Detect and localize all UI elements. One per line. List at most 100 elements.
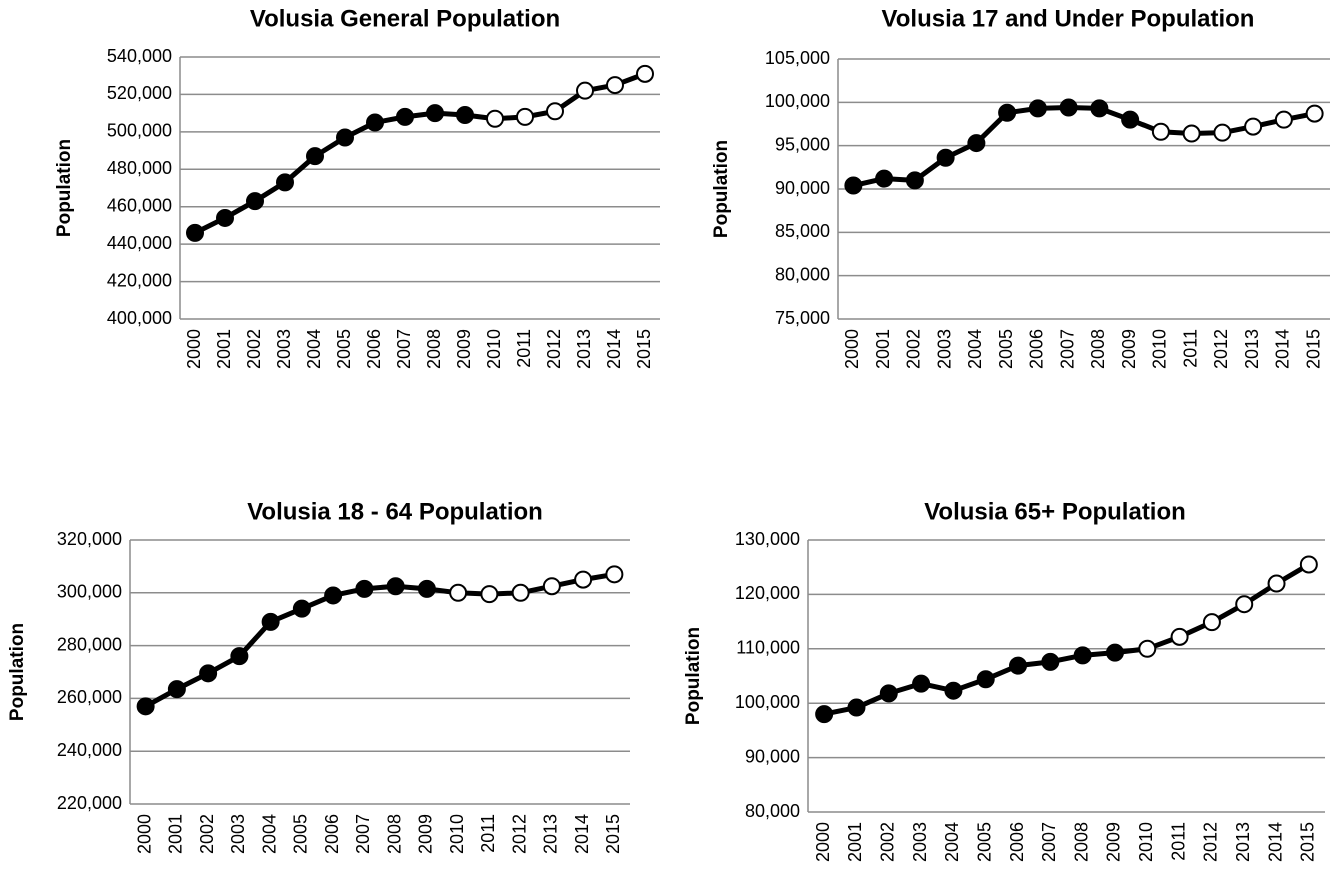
- x-tick-label: 2008: [1088, 329, 1108, 369]
- y-tick-label: 440,000: [107, 233, 172, 253]
- data-point: [456, 106, 474, 125]
- chart-title: Volusia 17 and Under Population: [882, 5, 1255, 32]
- data-point: [1202, 613, 1221, 632]
- data-point: [875, 169, 894, 188]
- chart-title: Volusia 65+ Population: [924, 498, 1186, 525]
- data-point: [1170, 627, 1189, 646]
- data-point: [1073, 646, 1092, 665]
- data-point: [516, 107, 534, 126]
- data-point: [486, 109, 504, 128]
- x-tick-label: 2011: [1168, 822, 1188, 861]
- x-tick-label: 2015: [603, 814, 623, 854]
- data-point: [366, 113, 384, 132]
- x-tick-label: 2004: [304, 329, 324, 369]
- data-point: [292, 599, 311, 618]
- x-tick-label: 2011: [1180, 329, 1200, 368]
- data-point: [1059, 98, 1078, 117]
- x-tick-label: 2003: [228, 814, 248, 854]
- x-tick-label: 2002: [197, 814, 217, 854]
- data-point: [1244, 117, 1263, 136]
- x-tick-label: 2008: [424, 329, 444, 369]
- chart-title: Volusia 18 - 64 Population: [247, 498, 543, 525]
- x-tick-label: 2003: [934, 329, 954, 369]
- x-tick-label: 2001: [214, 329, 234, 369]
- y-tick-label: 400,000: [107, 308, 172, 328]
- data-point: [605, 565, 624, 584]
- x-tick-label: 2015: [634, 329, 654, 369]
- y-axis-label: Population: [683, 627, 704, 725]
- y-tick-label: 220,000: [57, 793, 122, 813]
- data-point: [230, 647, 249, 666]
- x-tick-label: 2008: [384, 814, 404, 854]
- data-point: [396, 107, 414, 126]
- data-point: [355, 579, 374, 598]
- data-point: [1274, 110, 1293, 129]
- x-tick-label: 2005: [291, 814, 311, 854]
- y-tick-label: 75,000: [775, 308, 830, 328]
- x-tick-label: 2013: [574, 329, 594, 369]
- data-point: [967, 134, 986, 153]
- x-tick-label: 2001: [845, 822, 865, 862]
- x-tick-label: 2003: [274, 329, 294, 369]
- data-point: [199, 664, 218, 683]
- x-tick-label: 2005: [996, 329, 1016, 369]
- y-tick-label: 95,000: [775, 134, 830, 154]
- series-line: [852, 105, 1316, 188]
- y-tick-label: 260,000: [57, 687, 122, 707]
- y-tick-label: 80,000: [745, 801, 800, 821]
- data-point: [386, 577, 405, 596]
- data-point: [480, 585, 499, 604]
- x-tick-label: 2013: [1242, 329, 1262, 369]
- x-tick-label: 2014: [1273, 329, 1293, 369]
- x-tick-label: 2009: [416, 814, 436, 854]
- y-axis-label: Population: [711, 140, 732, 238]
- data-point: [542, 577, 561, 596]
- x-tick-label: 2006: [1007, 822, 1027, 862]
- y-tick-label: 300,000: [57, 582, 122, 602]
- data-point: [1041, 652, 1060, 671]
- data-point: [186, 223, 204, 242]
- data-point: [306, 147, 324, 166]
- x-tick-label: 2010: [447, 814, 467, 854]
- data-point: [815, 705, 834, 724]
- data-point: [1299, 555, 1318, 574]
- x-tick-label: 2014: [604, 329, 624, 369]
- x-tick-label: 2012: [1201, 822, 1221, 862]
- y-tick-label: 280,000: [57, 634, 122, 654]
- data-point: [449, 583, 468, 602]
- data-point: [546, 102, 564, 121]
- data-point: [1028, 99, 1047, 118]
- x-tick-label: 2000: [813, 822, 833, 862]
- x-tick-label: 2006: [1027, 329, 1047, 369]
- x-tick-label: 2004: [259, 814, 279, 854]
- data-point: [1151, 122, 1170, 141]
- x-tick-label: 2015: [1298, 822, 1318, 862]
- x-tick-label: 2004: [965, 329, 985, 369]
- x-tick-label: 2014: [1265, 822, 1285, 862]
- x-tick-label: 2000: [134, 814, 154, 854]
- x-tick-label: 2009: [1119, 329, 1139, 369]
- x-tick-label: 2008: [1071, 822, 1091, 862]
- data-point: [336, 128, 354, 147]
- data-point: [976, 670, 995, 689]
- data-point: [1138, 639, 1157, 658]
- y-tick-label: 540,000: [107, 46, 172, 66]
- series-line: [144, 571, 615, 709]
- y-tick-label: 240,000: [57, 740, 122, 760]
- y-tick-label: 105,000: [765, 48, 830, 68]
- x-tick-label: 2006: [364, 329, 384, 369]
- data-point: [905, 171, 924, 190]
- chart-title: Volusia General Population: [250, 5, 560, 32]
- x-tick-label: 2015: [1303, 329, 1323, 369]
- x-tick-label: 2007: [394, 329, 414, 369]
- data-point: [636, 64, 654, 83]
- data-point: [912, 674, 931, 693]
- x-tick-label: 2005: [974, 822, 994, 862]
- x-tick-label: 2002: [904, 329, 924, 369]
- data-point: [944, 681, 963, 700]
- y-tick-label: 420,000: [107, 270, 172, 290]
- data-point: [1105, 643, 1124, 662]
- data-point: [1009, 656, 1028, 675]
- y-tick-label: 460,000: [107, 195, 172, 215]
